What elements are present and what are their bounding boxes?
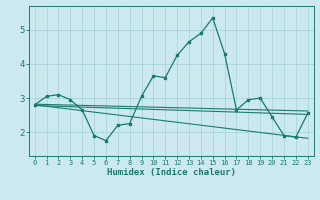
X-axis label: Humidex (Indice chaleur): Humidex (Indice chaleur) [107, 168, 236, 177]
